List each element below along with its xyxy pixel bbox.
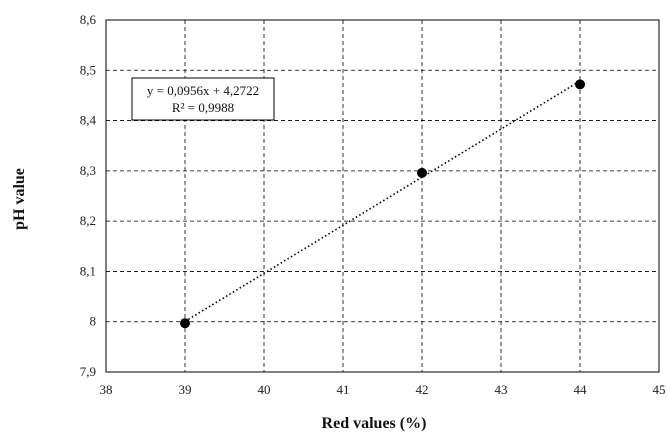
data-point — [417, 167, 427, 178]
x-tick-label: 39 — [179, 382, 192, 397]
x-axis-title: Red values (%) — [322, 415, 427, 432]
x-tick-label: 42 — [416, 382, 429, 397]
y-tick-label: 8 — [90, 314, 97, 329]
y-tick-label: 8,3 — [80, 163, 96, 178]
trendline — [184, 80, 581, 323]
data-point — [180, 318, 190, 329]
x-tick-label: 45 — [653, 382, 666, 397]
grid — [106, 20, 659, 372]
x-tick-label: 41 — [337, 382, 350, 397]
y-tick-label: 7,9 — [80, 364, 96, 379]
equation-text: y = 0,0956x + 4,2722 — [147, 83, 259, 98]
y-axis-ticks: 7,9 8 8,1 8,2 8,3 8,4 8,5 8,6 — [80, 12, 97, 379]
y-axis-title: pH value — [11, 168, 28, 230]
x-tick-label: 38 — [100, 382, 113, 397]
y-tick-label: 8,1 — [80, 263, 96, 278]
x-tick-label: 44 — [574, 382, 588, 397]
data-points — [180, 79, 585, 329]
y-tick-label: 8,5 — [80, 62, 96, 77]
y-tick-label: 8,4 — [80, 113, 97, 128]
y-tick-label: 8,6 — [80, 12, 97, 27]
r-squared-text: R² = 0,9988 — [172, 100, 234, 115]
x-axis-ticks: 38 39 40 41 42 43 44 45 — [100, 382, 666, 397]
x-tick-label: 43 — [495, 382, 508, 397]
data-point — [575, 79, 585, 90]
equation-box: y = 0,0956x + 4,2722 R² = 0,9988 — [131, 77, 275, 121]
x-tick-label: 40 — [258, 382, 271, 397]
plot-frame — [105, 19, 660, 373]
y-tick-label: 8,2 — [80, 213, 96, 228]
